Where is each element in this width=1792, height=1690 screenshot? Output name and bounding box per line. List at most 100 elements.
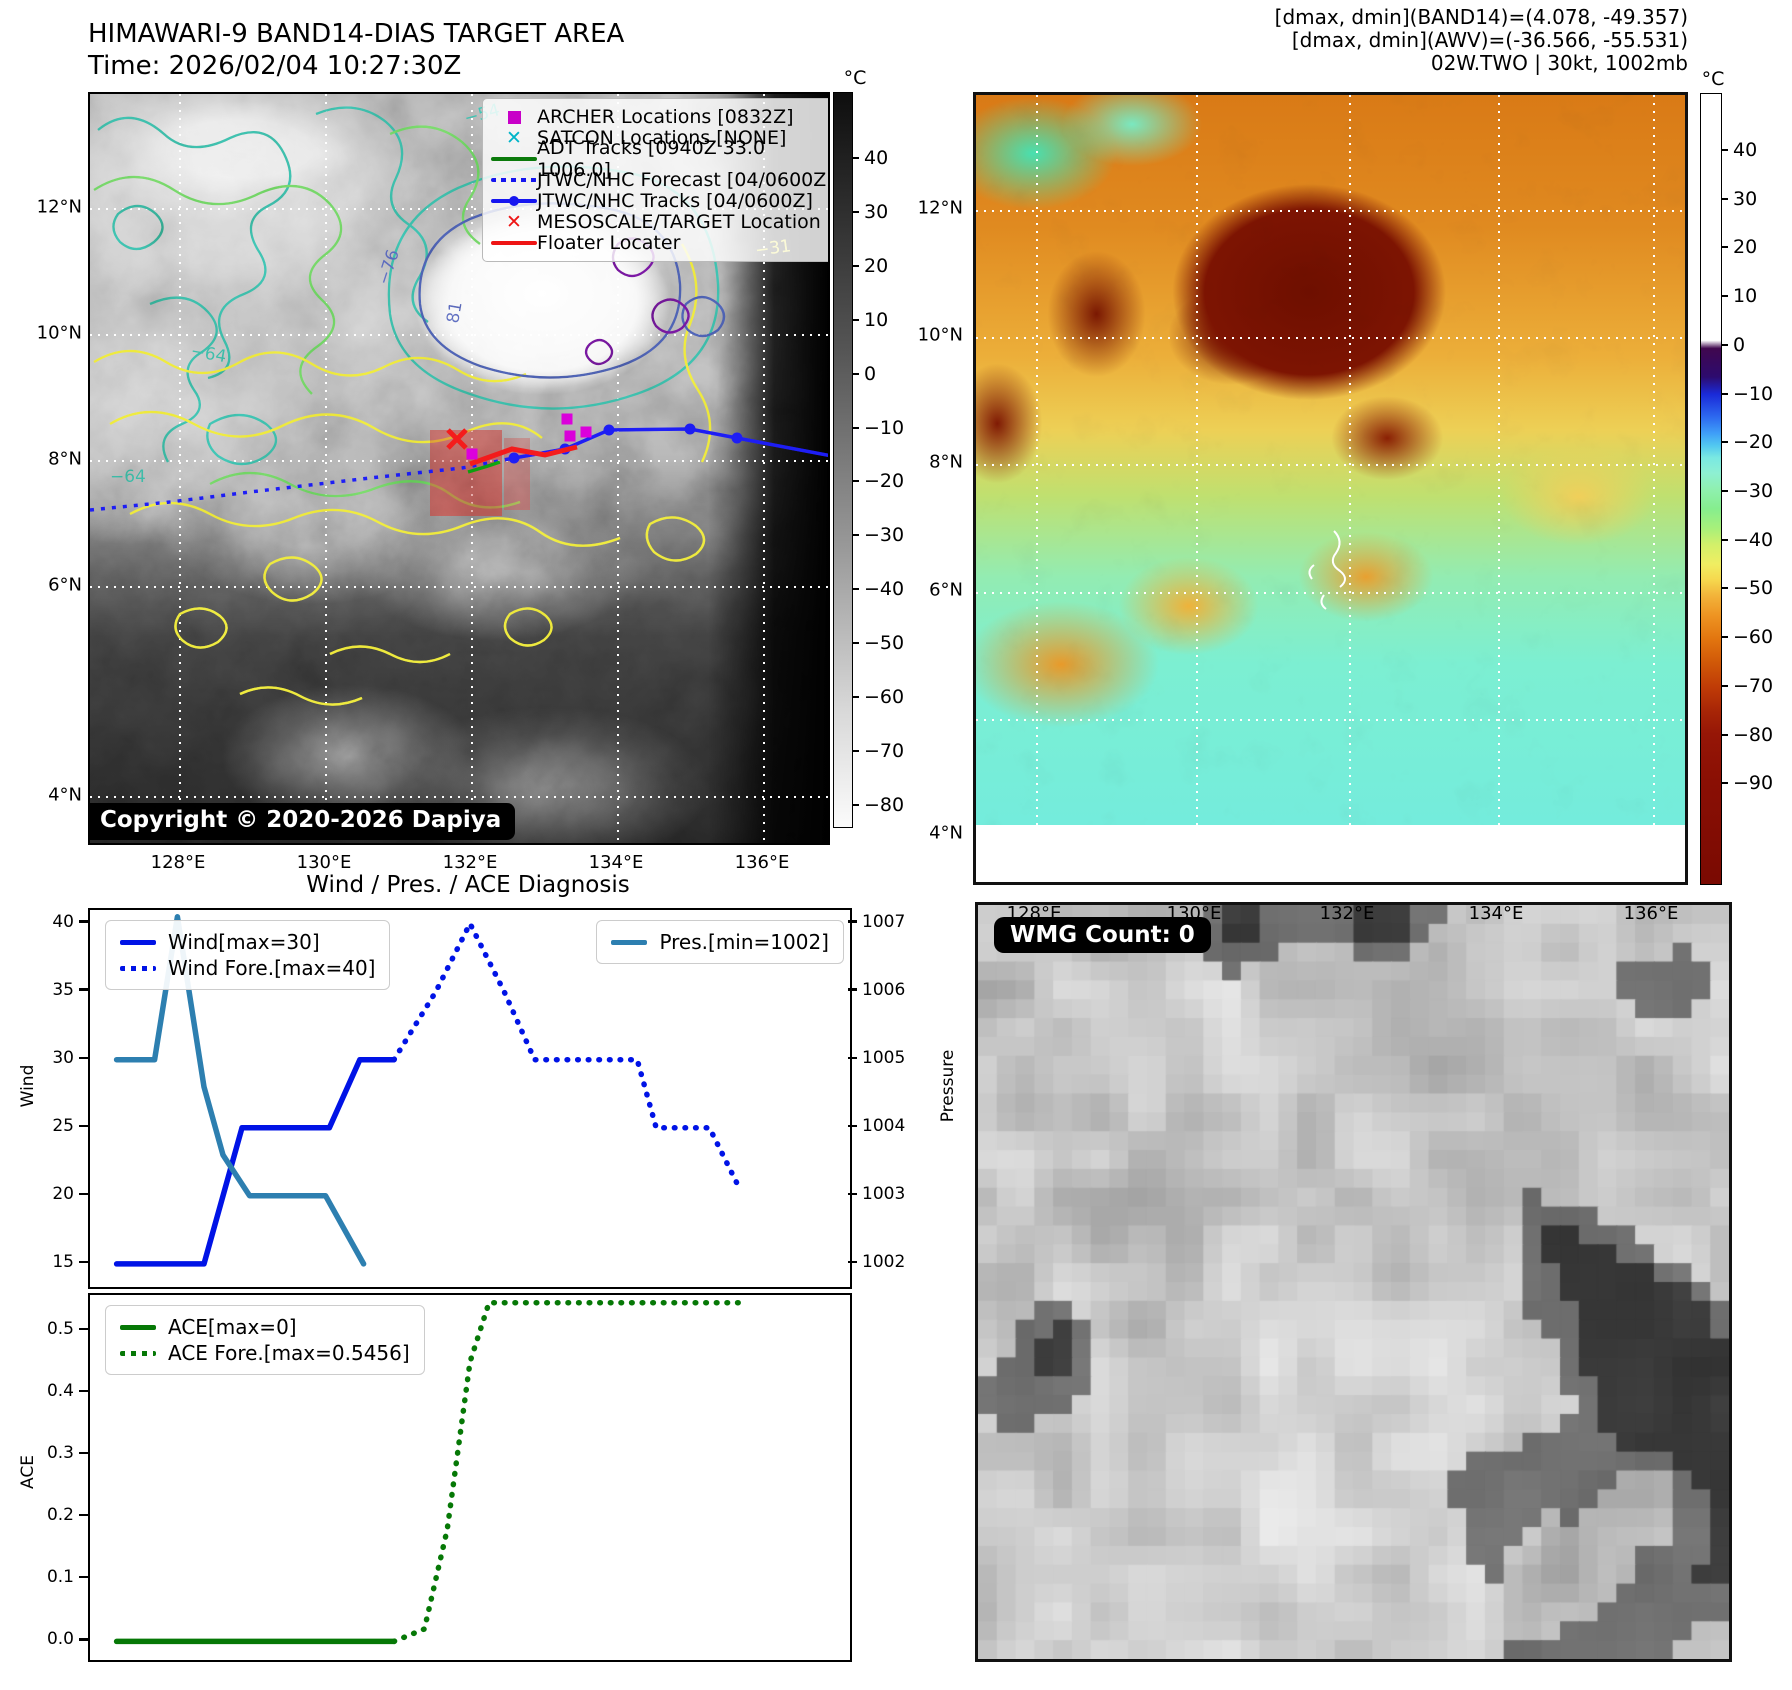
legend-item-label: Pres.[min=1002] [659,930,829,954]
awv-colorbar-tick [1722,246,1728,249]
archer-location-marker [580,426,592,438]
chart-ytick-label: 40 [52,911,74,932]
square-legend-icon [491,110,537,124]
awv-overlay [976,95,1685,825]
band14-colorbar-tick [853,480,859,483]
jtwc-track-point [603,424,615,436]
chart-tick [79,920,88,923]
awv-colorbar-tick-label: −50 [1733,577,1774,600]
dotted-line-legend-icon [120,1350,156,1356]
chart-ytick-label: 1004 [862,1115,906,1136]
band14-time: Time: 2026/02/04 10:27:30Z [88,51,462,81]
chart-tick [79,1451,88,1455]
chart-ytick-label: 0.5 [46,1319,74,1339]
contour-line [129,501,621,547]
chart-ytick-label: 0.4 [46,1381,74,1402]
contour-line [645,516,706,562]
chart-tick [79,1576,88,1579]
line-dot-legend-icon [491,196,537,206]
legend-item-label: SATCON Locations [NONE] [537,127,787,149]
wmg-count-badge: WMG Count: 0 [994,917,1211,953]
chart-tick [79,1389,88,1393]
band14-header: HIMAWARI-9 BAND14-DIAS TARGET AREA Time:… [88,18,624,82]
legend-item-label: ACE[max=0] [168,1315,297,1339]
jtwc-track-point [731,432,743,444]
band14-colorbar-tick [853,372,859,375]
chart-ytick-label: 35 [52,979,74,1000]
awv-colorbar-tick [1722,441,1728,444]
band14-colorbar-tick [853,264,859,267]
wind-legend: Wind[max=30] Wind Fore.[max=40] [105,920,391,990]
jtwc-track-point [508,452,520,464]
wmg-imagery [978,905,1729,1659]
contour-line [239,686,363,706]
awv-colorbar-tick [1722,197,1728,200]
legend-item: Floater Locater [491,232,828,254]
band14-lat-label: 4°N [48,784,82,806]
band14-lat-label: 6°N [48,574,82,596]
chart-tick [79,1638,88,1641]
line-legend-icon [491,157,537,161]
awv-lon-label: 128°E [1006,903,1062,924]
legend-item-label: ARCHER Locations [0832Z] [537,106,794,128]
contour-line [263,556,323,602]
awv-lon-label: 130°E [1166,903,1222,924]
chart-tick [79,1056,88,1059]
legend-item: Wind[max=30] [120,929,375,955]
awv-colorbar-tick [1722,295,1728,298]
awv-lat-label: 12°N [917,197,963,219]
legend-item: ACE Fore.[max=0.5456] [120,1340,410,1366]
chart-ytick-label: 1005 [862,1047,906,1068]
awv-colorbar-tick [1722,538,1728,541]
jtwc-track-point [684,423,696,435]
chart-tick [848,1124,857,1127]
line-legend-icon [491,241,537,245]
band14-colorbar-tick-label: 30 [864,200,889,223]
chart-ytick-label: 1007 [862,911,906,932]
chart-tick [848,920,857,923]
awv-colorbar-tick [1722,149,1728,151]
awv-lat-label: 8°N [929,451,963,473]
awv-colorbar-tick-label: 20 [1733,236,1758,259]
ace-legend: ACE[max=0] ACE Fore.[max=0.5456] [105,1305,425,1375]
chart-ytick-label: 25 [52,1115,74,1136]
band14-colorbar-tick [853,696,859,698]
band14-colorbar [833,92,853,828]
contour-line [206,413,278,466]
legend-item-label: Wind Fore.[max=40] [168,956,376,980]
awv-lon-label: 132°E [1319,903,1375,924]
chart-tick [79,1192,88,1195]
contour-value-label: 81 [443,300,466,325]
solid-line-legend-icon [120,939,156,945]
chart-ytick-label: 0.1 [46,1567,74,1588]
chart-tick [79,1327,88,1331]
awv-colorbar-tick [1722,733,1728,736]
chart-ytick-label: 30 [52,1047,74,1068]
chart-tick [79,1124,88,1127]
awv-colorbar-tick-label: −30 [1733,480,1774,503]
legend-item-label: JTWC/NHC Tracks [04/0600Z] [537,190,813,212]
chart-ytick-label: 0.2 [46,1505,74,1526]
band14-lat-label: 12°N [36,196,82,218]
chart-tick [79,1260,88,1264]
chart-ytick-label: 0.3 [46,1443,74,1464]
chart-tick [79,1514,88,1517]
legend-item: ACE[max=0] [120,1314,410,1340]
solid-line-legend-icon [611,939,648,945]
awv-colorbar-tick [1722,490,1728,493]
chart-ytick-label: 1003 [862,1183,906,1204]
band14-colorbar-tick-label: −30 [864,524,905,547]
legend-item-label: Floater Locater [537,232,681,254]
band14-colorbar-tick-label: −40 [864,578,905,601]
awv-lon-label: 136°E [1623,903,1679,924]
band14-colorbar-tick-label: −70 [864,739,905,762]
solid-line-legend-icon [120,1324,156,1330]
legend-item: JTWC/NHC Forecast [04/0600Z] [491,169,828,191]
legend-item: ADT Tracks [0940Z 33.0 1006.0] [491,137,828,181]
band14-colorbar-tick [853,318,859,321]
awv-colorbar-tick-label: −70 [1733,674,1774,697]
awv-colorbar-tick-label: −60 [1733,626,1774,649]
legend-item-label: ACE Fore.[max=0.5456] [168,1341,410,1365]
legend-item-label: MESOSCALE/TARGET Location [537,211,821,233]
band14-colorbar-tick [853,534,859,537]
